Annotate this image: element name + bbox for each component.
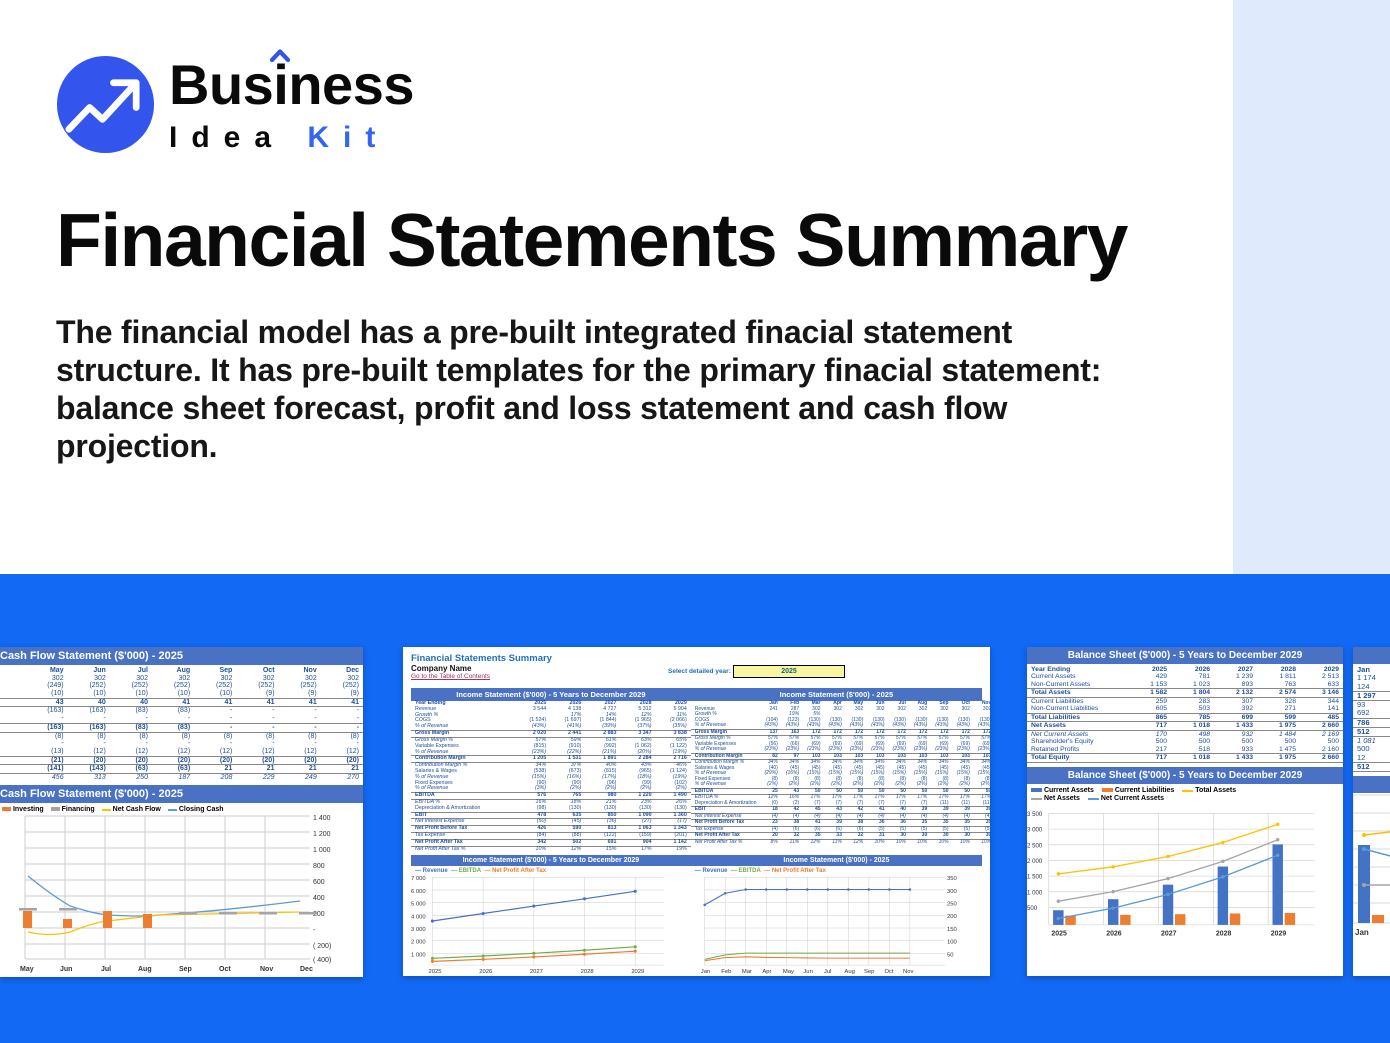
svg-text:1 000: 1 000 bbox=[313, 847, 331, 854]
svg-text:2026: 2026 bbox=[479, 968, 492, 974]
svg-text:2028: 2028 bbox=[1216, 930, 1232, 937]
svg-text:-: - bbox=[313, 927, 316, 934]
svg-text:2 000: 2 000 bbox=[1027, 858, 1043, 865]
svg-text:Jul: Jul bbox=[101, 966, 111, 973]
svg-text:Jan: Jan bbox=[1355, 928, 1369, 937]
svg-text:250: 250 bbox=[947, 901, 958, 907]
svg-text:Mar: Mar bbox=[742, 968, 752, 974]
svg-text:5 000: 5 000 bbox=[411, 901, 426, 907]
svg-text:( 400): ( 400) bbox=[313, 957, 331, 964]
svg-text:May: May bbox=[783, 968, 794, 974]
svg-text:Oct: Oct bbox=[884, 968, 893, 974]
svg-text:2 500: 2 500 bbox=[1027, 842, 1043, 849]
svg-text:Oct: Oct bbox=[219, 966, 231, 973]
svg-text:1 200: 1 200 bbox=[313, 831, 331, 838]
svg-text:2028: 2028 bbox=[581, 968, 594, 974]
svg-text:3 500: 3 500 bbox=[1027, 811, 1043, 818]
svg-text:350: 350 bbox=[947, 876, 958, 882]
svg-text:500: 500 bbox=[1027, 905, 1038, 912]
svg-text:2027: 2027 bbox=[530, 968, 543, 974]
svg-text:( 200): ( 200) bbox=[313, 943, 331, 950]
svg-text:6 000: 6 000 bbox=[411, 888, 426, 894]
svg-text:300: 300 bbox=[947, 888, 958, 894]
svg-text:Jan: Jan bbox=[701, 968, 710, 974]
svg-text:4 000: 4 000 bbox=[411, 914, 426, 920]
svg-text:800: 800 bbox=[313, 863, 325, 870]
svg-text:100: 100 bbox=[947, 939, 958, 945]
svg-text:Nov: Nov bbox=[260, 966, 273, 973]
svg-text:Jun: Jun bbox=[803, 968, 812, 974]
svg-text:50: 50 bbox=[947, 952, 954, 958]
svg-text:7 000: 7 000 bbox=[411, 876, 426, 882]
svg-text:3 000: 3 000 bbox=[411, 926, 426, 932]
svg-text:1 400: 1 400 bbox=[313, 815, 331, 822]
svg-text:Jul: Jul bbox=[824, 968, 832, 974]
svg-text:2029: 2029 bbox=[1271, 930, 1287, 937]
svg-text:1 000: 1 000 bbox=[1027, 889, 1043, 896]
svg-text:200: 200 bbox=[947, 914, 958, 920]
svg-text:2 000: 2 000 bbox=[411, 939, 426, 945]
svg-text:May: May bbox=[20, 966, 34, 973]
svg-text:Dec: Dec bbox=[300, 966, 313, 973]
svg-text:Apr: Apr bbox=[762, 968, 771, 974]
svg-text:Sep: Sep bbox=[864, 968, 875, 974]
svg-text:3 000: 3 000 bbox=[1027, 826, 1043, 833]
svg-text:400: 400 bbox=[313, 895, 325, 902]
svg-text:Feb: Feb bbox=[721, 968, 732, 974]
svg-text:2029: 2029 bbox=[631, 968, 644, 974]
svg-text:Sep: Sep bbox=[179, 966, 192, 973]
svg-text:1 500: 1 500 bbox=[1027, 873, 1043, 880]
svg-text:2027: 2027 bbox=[1161, 930, 1177, 937]
svg-text:2025: 2025 bbox=[429, 968, 442, 974]
svg-text:Aug: Aug bbox=[844, 968, 854, 974]
svg-text:600: 600 bbox=[313, 879, 325, 886]
svg-text:2026: 2026 bbox=[1106, 930, 1122, 937]
svg-text:1 000: 1 000 bbox=[411, 952, 426, 958]
svg-text:Jun: Jun bbox=[60, 966, 72, 973]
svg-text:Aug: Aug bbox=[138, 966, 152, 973]
svg-text:2025: 2025 bbox=[1051, 930, 1067, 937]
svg-text:150: 150 bbox=[947, 926, 958, 932]
svg-text:Nov: Nov bbox=[903, 968, 913, 974]
